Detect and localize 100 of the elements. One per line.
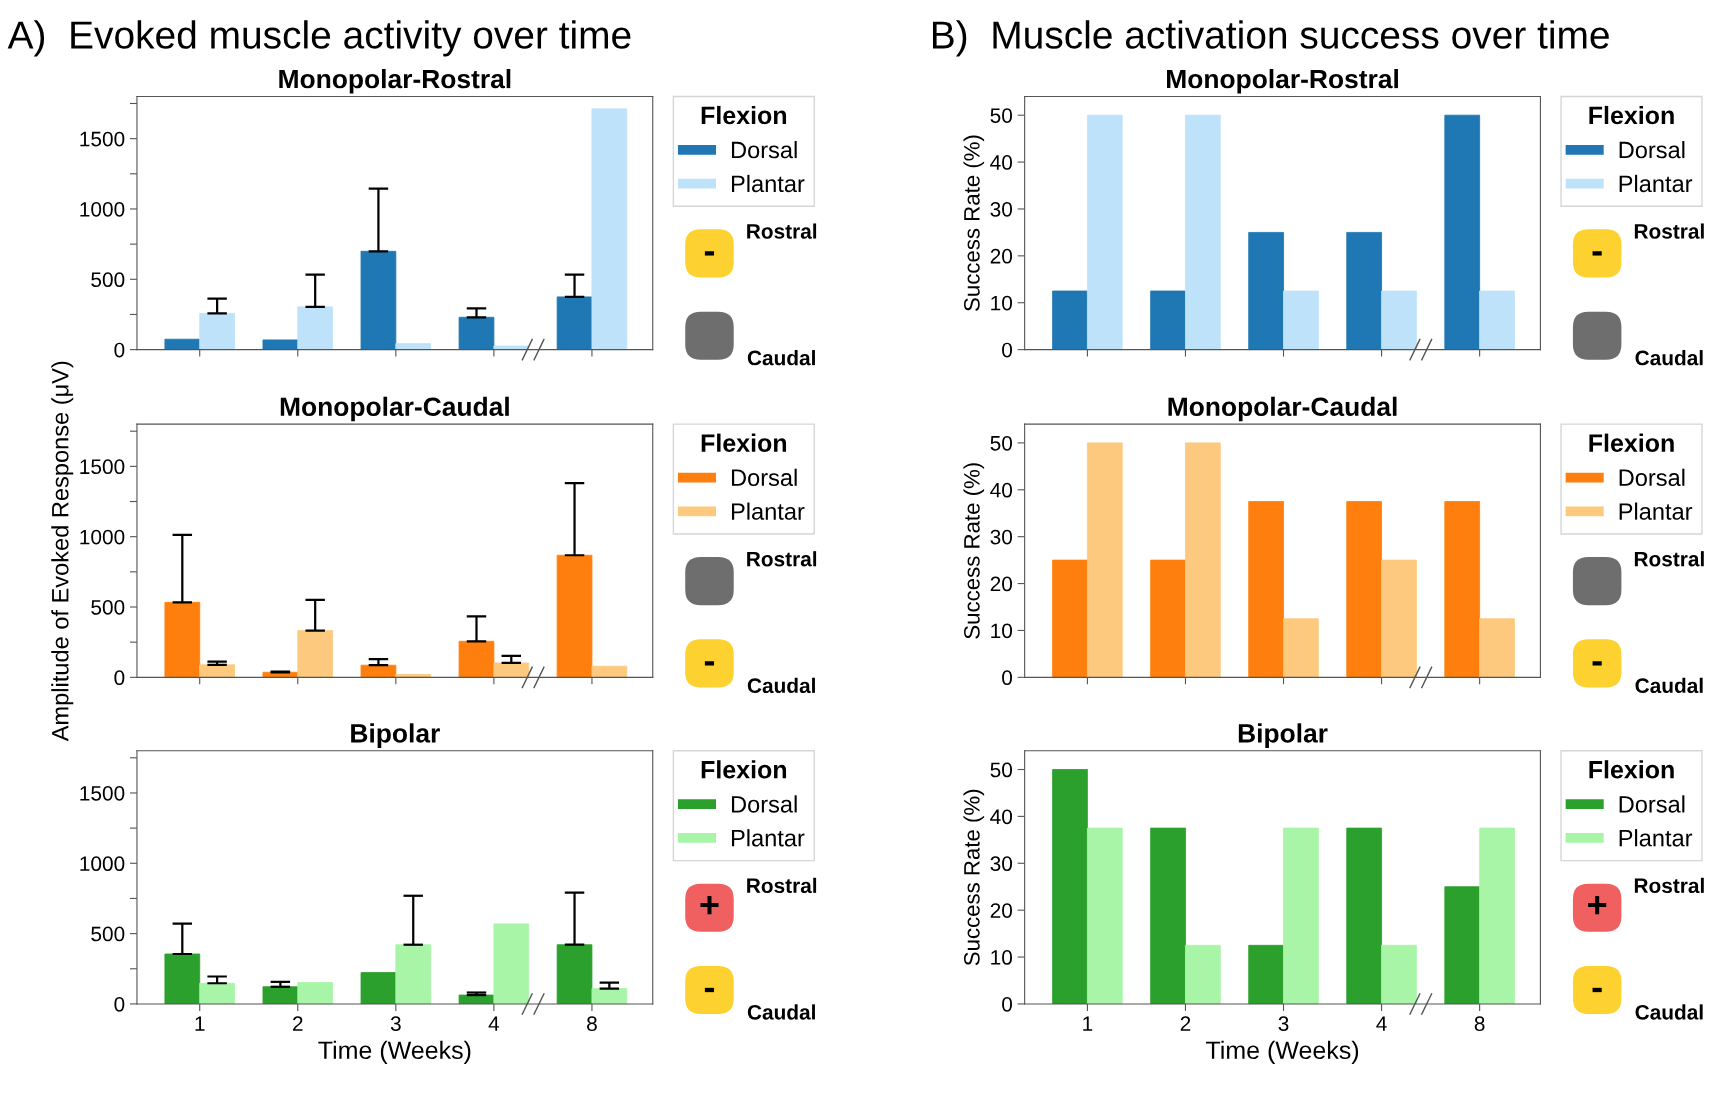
- bar: [1248, 944, 1284, 1004]
- y-axis-title: Success Rate (%): [963, 463, 985, 639]
- bar: [1150, 559, 1186, 678]
- text: Caudal: [1635, 1004, 1703, 1020]
- legend-label: Plantar: [731, 174, 805, 193]
- bar: [493, 345, 530, 350]
- bar: [556, 944, 593, 1004]
- bar: [395, 944, 432, 1004]
- chart-title: B) Muscle activation success over time: [932, 20, 1609, 57]
- text: -: [704, 251, 715, 256]
- legend-title: Flexion: [701, 433, 787, 452]
- x-tick-label: 2: [1180, 1016, 1191, 1031]
- bar: [1052, 559, 1088, 678]
- chart-title: Monopolar-Caudal: [1168, 396, 1397, 422]
- y-tick-label: 40: [990, 482, 1013, 498]
- text: -: [1592, 661, 1602, 666]
- y-tick-label: 0: [114, 342, 125, 358]
- bar: [1479, 618, 1515, 678]
- y-tick-label: 1000: [80, 856, 125, 872]
- text: Rostral: [747, 877, 817, 894]
- text: Caudal: [747, 677, 815, 694]
- x-tick-label: 3: [1278, 1016, 1289, 1032]
- bar: [297, 306, 334, 350]
- y-tick-label: 0: [114, 670, 125, 686]
- text: Rostral: [747, 223, 817, 239]
- bar: [1248, 501, 1284, 678]
- bar: [297, 630, 334, 678]
- y-tick-label: 500: [91, 600, 125, 615]
- bar: [1381, 559, 1417, 678]
- bar: [493, 923, 530, 1004]
- y-tick-label: 1500: [80, 131, 125, 147]
- x-axis-title: Time (Weeks): [318, 1040, 471, 1065]
- bar: [1086, 827, 1123, 1004]
- legend-label: Dorsal: [1619, 795, 1685, 813]
- bar: [297, 982, 334, 1004]
- x-tick-label: 4: [488, 1016, 500, 1031]
- y-tick-label: 10: [991, 950, 1013, 965]
- bar: [1248, 231, 1284, 350]
- y-tick-label: 1000: [80, 201, 125, 217]
- y-tick-label: 30: [990, 529, 1013, 545]
- y-tick-label: 50: [990, 108, 1013, 123]
- bar: [1150, 827, 1186, 1004]
- bar: [1444, 886, 1481, 1004]
- y-axis-title: Amplitude of Evoked Response (μV): [51, 361, 74, 742]
- bar: [556, 296, 593, 350]
- bar: [1381, 944, 1417, 1004]
- bar: [1185, 944, 1221, 1004]
- bar: [199, 982, 235, 1004]
- y-axis-title: Success Rate (%): [963, 789, 985, 966]
- chart-subtitle: Monopolar-Rostral: [279, 68, 511, 94]
- y-tick-label: 50: [990, 435, 1013, 451]
- bar: [199, 664, 235, 678]
- text: Caudal: [1635, 677, 1703, 694]
- x-tick-label: 8: [587, 1016, 597, 1032]
- bar: [1444, 501, 1481, 678]
- bar: [1381, 290, 1417, 350]
- chart-title: A) Evoked muscle activity over time: [7, 20, 631, 57]
- chart-title: Bipolar: [351, 723, 440, 748]
- legend-label: Plantar: [1619, 829, 1693, 847]
- bar: [164, 338, 201, 350]
- y-tick-label: 0: [114, 996, 125, 1012]
- text: -: [1592, 987, 1602, 993]
- text: -: [1592, 251, 1602, 256]
- legend-title: Flexion: [701, 760, 787, 779]
- legend-label: Dorsal: [1619, 141, 1685, 159]
- y-tick-label: 0: [1002, 342, 1013, 358]
- y-tick-label: 500: [91, 272, 125, 288]
- text: Rostral: [1634, 223, 1704, 239]
- legend-label: Plantar: [1619, 502, 1693, 520]
- y-tick-label: 1500: [80, 785, 125, 801]
- bar: [1346, 827, 1382, 1004]
- bar: [1185, 442, 1221, 678]
- chart-title: Bipolar: [1238, 723, 1328, 748]
- text: Caudal: [747, 350, 815, 366]
- legend-title: Flexion: [1589, 760, 1674, 779]
- x-axis-title: Time (Weeks): [1206, 1040, 1359, 1065]
- y-tick-label: 40: [990, 155, 1013, 170]
- x-tick-label: 1: [195, 1016, 205, 1031]
- bar: [1479, 827, 1515, 1004]
- y-tick-label: 500: [91, 926, 125, 942]
- legend-label: Plantar: [731, 502, 805, 520]
- bar: [360, 972, 397, 1004]
- legend-label: Plantar: [731, 829, 805, 847]
- bar: [1283, 827, 1319, 1004]
- bar: [591, 665, 628, 678]
- bar: [493, 662, 530, 678]
- x-tick-label: 2: [293, 1016, 303, 1031]
- y-tick-label: 10: [991, 623, 1013, 639]
- bar: [395, 343, 432, 350]
- y-tick-label: 20: [990, 248, 1013, 264]
- y-tick-label: 40: [990, 809, 1013, 825]
- legend-label: Plantar: [1619, 174, 1693, 193]
- y-tick-label: 10: [991, 295, 1013, 311]
- text: Rostral: [1634, 877, 1704, 894]
- legend-title: Flexion: [1589, 105, 1674, 125]
- bar: [164, 953, 201, 1004]
- bar: [458, 316, 495, 350]
- text: Rostral: [1634, 551, 1704, 567]
- x-tick-label: 4: [1376, 1016, 1387, 1031]
- bar: [1052, 769, 1088, 1004]
